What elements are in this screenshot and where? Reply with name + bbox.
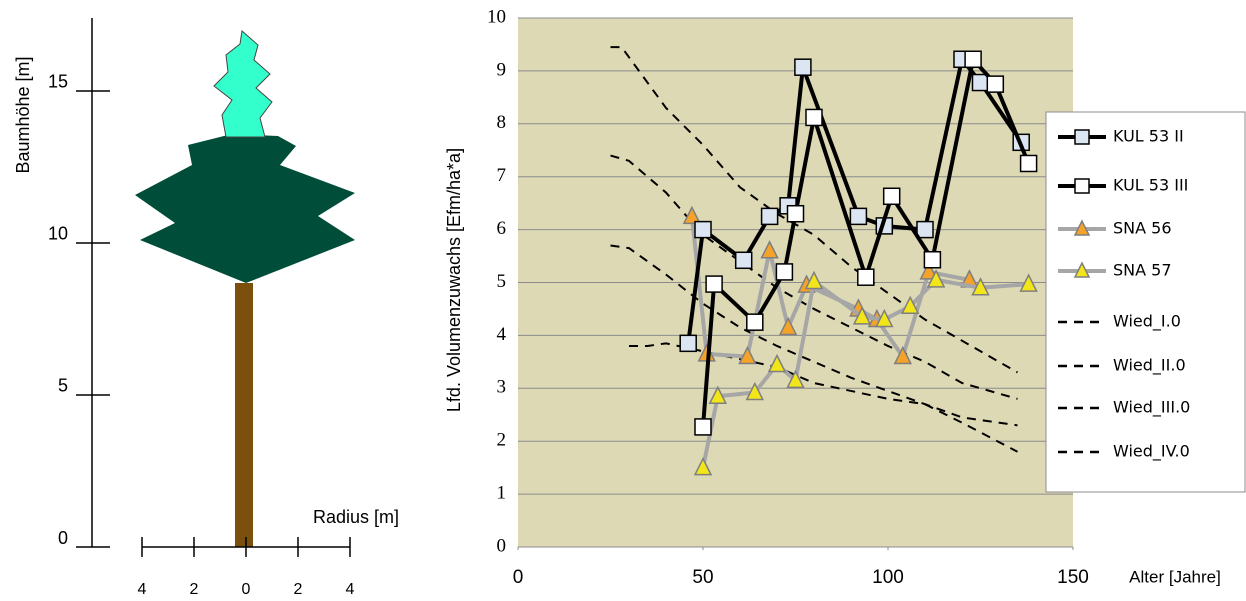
x-tick-label: 2 [294,581,303,598]
legend-label: Wied_IV.0 [1113,442,1190,462]
tree-trunk [235,283,253,547]
y-tick-label: 10 [487,6,506,27]
legend-label: Wied_II.0 [1113,356,1186,376]
y-tick-label: 3 [497,377,507,398]
legend-marker [1075,130,1089,144]
marker [1021,155,1037,171]
marker [795,59,811,75]
y-tick-label: 5 [497,271,507,292]
marker [788,206,804,222]
y-axis-label: Lfd. Volumenzuwachs [Efm/ha*a] [444,148,464,412]
legend-label: KUL 53 II [1113,127,1184,146]
marker [762,208,778,224]
marker [965,51,981,67]
y-tick-label: 7 [497,165,507,186]
marker [806,109,822,125]
y-tick-label: 5 [58,376,68,396]
marker [850,208,866,224]
marker [695,222,711,238]
legend-label: Wied_I.0 [1113,312,1181,332]
marker [776,264,792,280]
y-tick-label: 9 [497,59,507,80]
marker [987,76,1003,92]
x-tick-label: 50 [692,567,713,588]
y-tick-label: 10 [48,224,68,244]
marker [747,314,763,330]
figure: 0 5 10 15 Baumhöhe [m] 4 2 0 2 4 Radius [m] 0 1 2 3 4 5 6… [0,0,1246,601]
tree-crown [135,134,355,283]
x-tick-label: 150 [1057,567,1089,588]
y-tick-label: 0 [497,535,507,556]
y-tick-label: 15 [48,72,68,92]
y-tick-label: 6 [497,218,507,239]
legend-marker [1075,179,1089,193]
tree-top [214,31,272,137]
marker [680,335,696,351]
legend-label: KUL 53 III [1113,176,1188,195]
x-tick-label: 4 [138,581,147,598]
y-tick-label: 2 [497,430,507,451]
legend [1046,112,1245,492]
legend-label: Wied_III.0 [1113,398,1190,418]
x-axis-label: Radius [m] [313,507,399,527]
marker [884,188,900,204]
y-axis-label: Baumhöhe [m] [13,56,33,173]
marker [695,419,711,435]
y-tick-label: 8 [497,112,507,133]
x-axis-label: Alter [Jahre] [1129,567,1221,586]
x-tick-label: 2 [190,581,199,598]
legend-label: SNA 56 [1113,219,1172,238]
legend-label: SNA 57 [1113,261,1172,280]
marker [858,269,874,285]
x-tick-label: 0 [242,581,251,598]
marker [736,252,752,268]
y-tick-label: 1 [497,482,507,503]
x-tick-label: 4 [346,581,355,598]
marker [706,276,722,292]
y-tick-label: 4 [497,324,507,345]
marker [973,75,989,91]
x-tick-label: 0 [513,567,524,588]
x-tick-label: 100 [872,567,904,588]
y-tick-label: 0 [58,528,68,548]
marker [924,252,940,268]
marker [917,222,933,238]
